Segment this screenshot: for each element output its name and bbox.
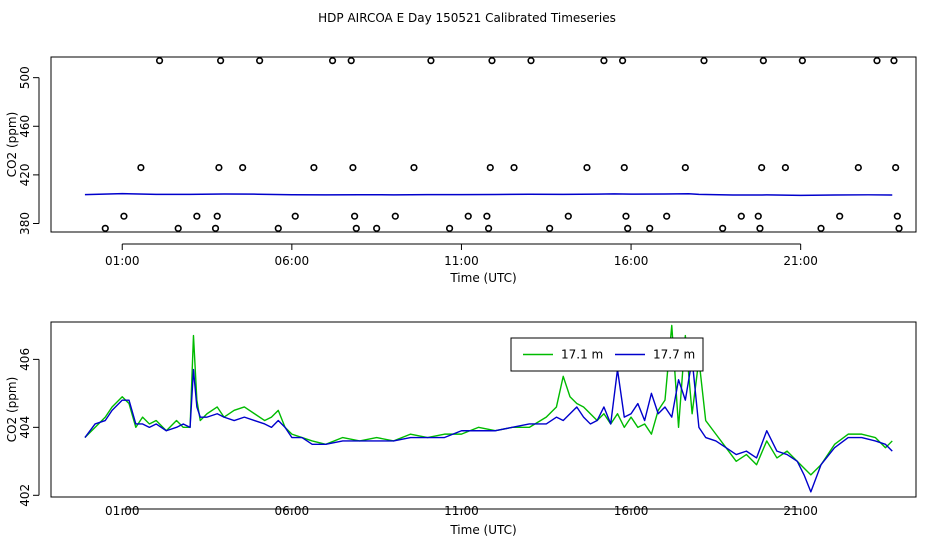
data-point	[347, 57, 355, 65]
data-point	[274, 224, 282, 232]
data-point	[349, 163, 357, 172]
data-point	[310, 163, 318, 172]
data-point	[681, 163, 689, 172]
panel-1	[33, 56, 917, 250]
x-tick-label: 11:00	[444, 504, 479, 518]
y-tick-label: 402	[18, 484, 32, 507]
data-point	[583, 163, 591, 172]
data-point	[892, 163, 900, 172]
data-point	[618, 57, 627, 65]
data-point	[215, 163, 223, 172]
data-point	[410, 163, 418, 172]
plot-frame	[50, 321, 917, 498]
data-point	[756, 224, 764, 232]
y-tick-label: 500	[18, 66, 32, 89]
y-axis-label: CO2 (ppm)	[5, 112, 19, 178]
data-point	[483, 212, 491, 220]
data-point	[700, 57, 708, 65]
data-point	[101, 224, 109, 232]
data-point	[137, 163, 145, 172]
data-point	[895, 224, 903, 232]
series-line-2	[84, 358, 893, 493]
y-tick-label: 406	[18, 348, 32, 371]
y-tick-label: 404	[18, 416, 32, 439]
series-line-1	[84, 324, 893, 476]
x-axis-label: Time (UTC)	[449, 523, 516, 537]
data-point	[373, 224, 381, 232]
data-point	[836, 212, 844, 220]
data-point	[873, 57, 881, 65]
x-tick-label: 01:00	[105, 504, 140, 518]
data-point	[890, 57, 898, 65]
y-tick-label: 460	[18, 115, 32, 138]
data-point	[484, 224, 493, 232]
legend-label-1: 17.1 m	[561, 348, 603, 362]
data-point	[758, 163, 766, 172]
data-point	[546, 224, 554, 232]
data-point	[239, 163, 247, 172]
data-point	[217, 57, 225, 65]
data-point	[352, 224, 360, 232]
data-point	[193, 212, 201, 220]
data-point	[350, 212, 359, 220]
data-point	[527, 57, 535, 65]
data-point	[564, 212, 572, 220]
data-point	[663, 212, 671, 220]
data-point	[464, 212, 472, 220]
data-point	[854, 163, 862, 172]
x-tick-label: 01:00	[105, 254, 140, 268]
data-point	[391, 212, 399, 220]
series-line	[84, 192, 893, 197]
x-axis-label: Time (UTC)	[449, 271, 516, 285]
data-point	[211, 224, 220, 232]
x-tick-label: 11:00	[444, 254, 479, 268]
legend-label-2: 17.7 m	[653, 348, 695, 362]
data-point	[155, 57, 164, 65]
plot-area	[84, 57, 903, 232]
data-point	[817, 224, 825, 232]
data-point	[213, 212, 221, 220]
plot-frame	[50, 56, 917, 233]
data-point	[600, 57, 608, 65]
plot-area	[84, 324, 893, 493]
data-point	[291, 212, 299, 220]
data-point	[445, 224, 454, 232]
data-point	[893, 212, 901, 220]
data-point	[624, 224, 632, 232]
data-point	[646, 224, 654, 232]
chart-title: HDP AIRCOA E Day 150521 Calibrated Times…	[318, 11, 616, 25]
x-tick-label: 16:00	[614, 254, 649, 268]
data-point	[174, 224, 182, 232]
data-point	[754, 212, 762, 220]
data-point	[120, 212, 128, 220]
data-point	[328, 57, 337, 65]
y-tick-label: 420	[18, 163, 32, 186]
data-point	[510, 163, 518, 172]
y-tick-label: 380	[18, 212, 32, 235]
x-tick-label: 21:00	[783, 504, 818, 518]
data-point	[719, 224, 727, 232]
x-tick-label: 06:00	[275, 504, 310, 518]
data-point	[488, 57, 496, 65]
data-point	[486, 163, 494, 172]
x-tick-label: 16:00	[614, 504, 649, 518]
data-point	[427, 57, 435, 65]
x-tick-label: 06:00	[275, 254, 310, 268]
x-tick-label: 21:00	[783, 254, 818, 268]
data-point	[622, 212, 630, 220]
y-axis-label: CO2 (ppm)	[5, 377, 19, 443]
data-point	[737, 212, 745, 220]
data-point	[620, 163, 628, 172]
data-point	[759, 57, 767, 65]
data-point	[256, 57, 264, 65]
data-point	[798, 57, 806, 65]
legend: 17.1 m 17.7 m	[510, 337, 704, 372]
data-point	[781, 163, 790, 172]
panel-2: 17.1 m 17.7 m	[33, 321, 917, 515]
